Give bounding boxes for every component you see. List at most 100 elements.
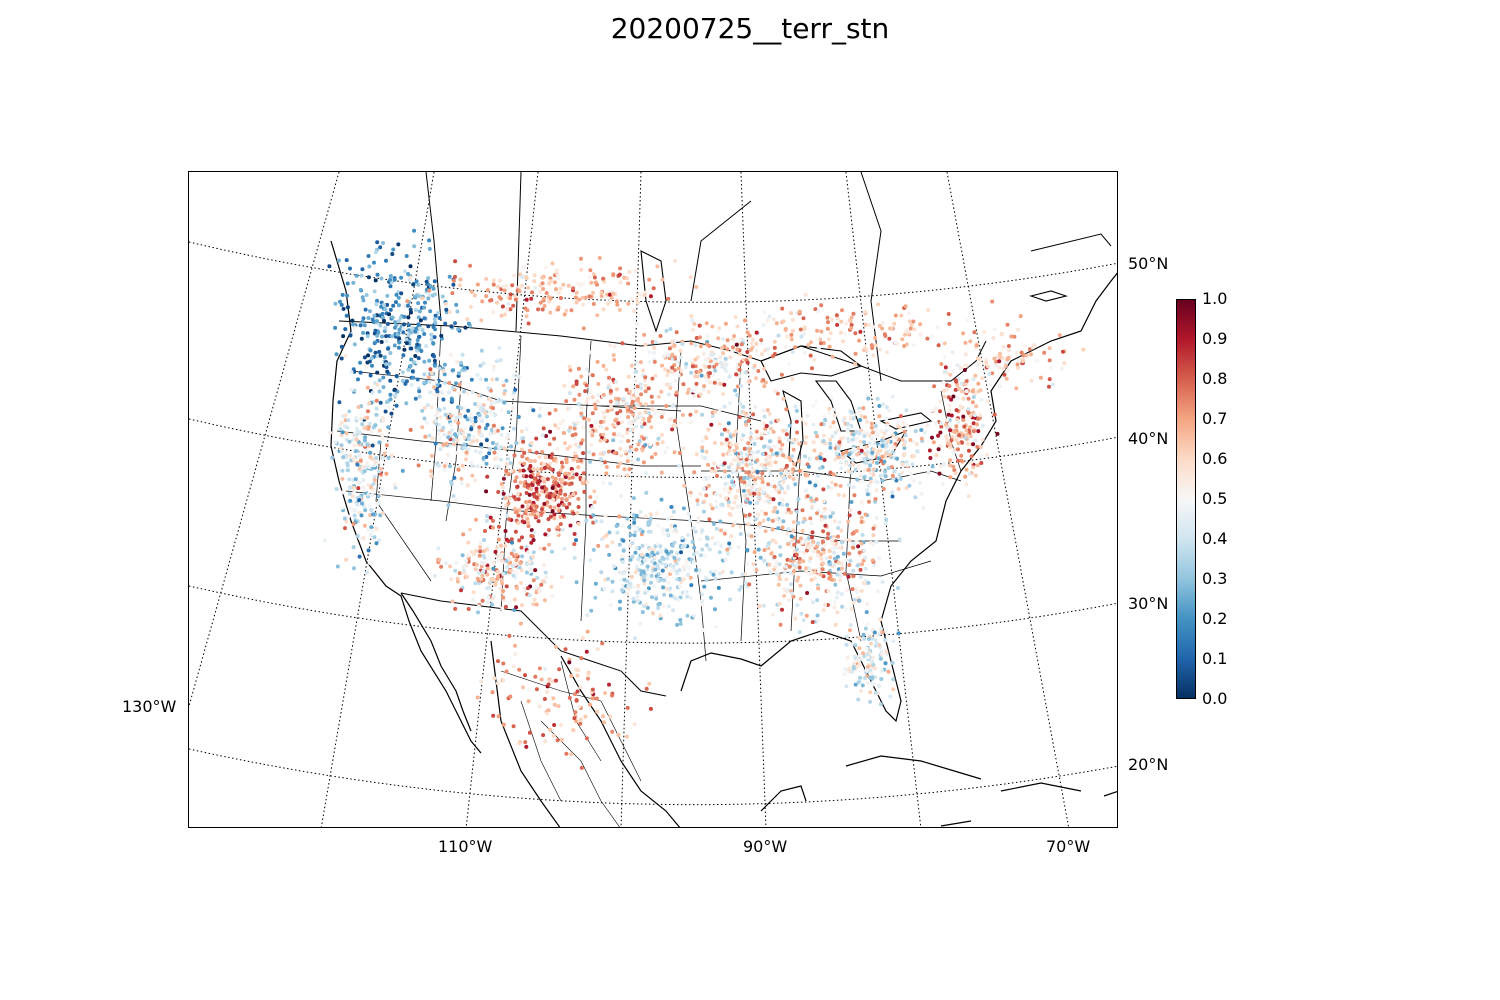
station-point [517, 468, 522, 473]
station-point [821, 487, 826, 492]
station-point [566, 283, 571, 288]
station-point [626, 439, 631, 443]
station-point [513, 479, 518, 484]
station-point [551, 497, 556, 502]
station-point [402, 347, 407, 352]
station-point [564, 751, 569, 756]
station-point [743, 318, 747, 323]
station-point [409, 346, 414, 351]
station-point [902, 446, 907, 450]
station-point [539, 582, 544, 587]
station-point [473, 567, 478, 572]
station-point [501, 661, 506, 666]
station-point [426, 324, 431, 329]
station-point [727, 490, 732, 495]
station-point [388, 307, 393, 312]
station-point [786, 484, 790, 489]
station-point [902, 344, 907, 348]
station-point [862, 456, 866, 461]
station-point [531, 602, 536, 607]
station-point [550, 593, 555, 598]
station-point [660, 363, 664, 368]
station-point [974, 343, 979, 348]
station-point [872, 563, 877, 568]
station-point [997, 351, 1002, 356]
station-point [810, 530, 815, 535]
station-point [862, 676, 867, 680]
station-point [527, 499, 532, 504]
station-point [676, 598, 681, 603]
station-point [765, 318, 770, 323]
station-point [720, 569, 725, 574]
station-point [957, 433, 962, 438]
station-point [688, 275, 693, 280]
station-point [642, 332, 647, 337]
station-point [619, 420, 624, 425]
station-point [584, 649, 589, 654]
station-point [813, 307, 818, 312]
station-point [462, 406, 467, 411]
station-point [918, 332, 923, 337]
station-point [520, 504, 525, 509]
station-point [438, 447, 443, 452]
station-point [557, 473, 561, 477]
station-point [643, 443, 648, 447]
station-point [627, 467, 632, 472]
station-point [357, 467, 362, 472]
station-point [1034, 358, 1039, 363]
station-point [452, 442, 456, 447]
station-point [678, 420, 683, 425]
station-point [516, 415, 521, 419]
station-point [473, 419, 478, 424]
station-point [499, 457, 503, 462]
station-point [883, 474, 888, 479]
station-point [588, 459, 592, 464]
station-point [828, 470, 833, 475]
station-point [347, 485, 352, 490]
station-point [457, 382, 462, 387]
station-point [792, 542, 797, 547]
station-point [680, 544, 685, 549]
station-point [832, 605, 837, 610]
station-point [708, 371, 712, 376]
station-point [491, 406, 495, 411]
station-point [1020, 359, 1025, 364]
station-point [522, 461, 527, 466]
station-point [522, 483, 527, 488]
station-point [409, 310, 413, 315]
station-point [524, 276, 529, 280]
station-point [949, 413, 954, 418]
station-point [478, 540, 483, 545]
station-point [772, 345, 777, 350]
station-point [558, 421, 563, 426]
station-point [810, 539, 815, 544]
station-point [862, 475, 867, 480]
station-point [547, 442, 552, 447]
station-point [922, 430, 927, 435]
station-point [693, 529, 698, 534]
station-point [372, 535, 377, 540]
station-point [651, 611, 655, 616]
station-point [540, 476, 545, 481]
station-point [384, 334, 389, 339]
station-point [656, 436, 661, 441]
station-point [762, 366, 767, 371]
station-point [734, 471, 739, 476]
station-point [761, 603, 766, 608]
station-point [535, 511, 540, 516]
station-point [643, 389, 648, 394]
station-point [868, 471, 873, 476]
station-point [964, 428, 969, 433]
station-point [499, 313, 504, 318]
station-point [821, 608, 826, 613]
station-point [345, 305, 350, 310]
station-point [427, 246, 432, 251]
station-point [522, 514, 527, 519]
station-point [501, 678, 506, 683]
station-point [781, 428, 786, 433]
station-point [511, 426, 516, 431]
station-point [436, 431, 441, 436]
station-point [479, 442, 484, 447]
station-point [741, 433, 746, 438]
station-point [719, 543, 724, 548]
